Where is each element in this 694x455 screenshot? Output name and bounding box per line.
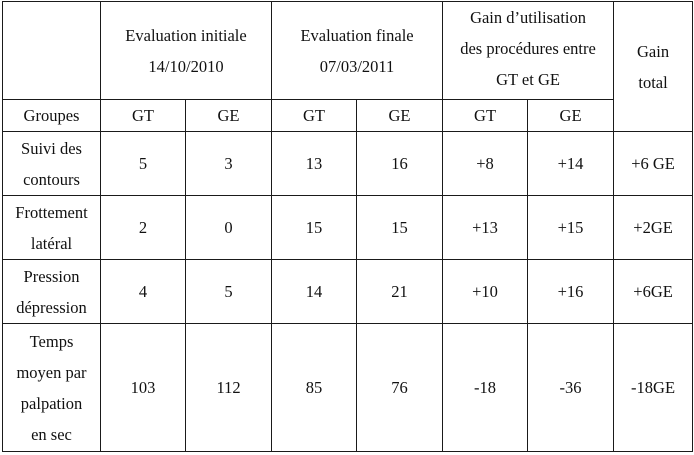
cell-gu-gt: +13 xyxy=(442,195,529,260)
header-row: Evaluation initiale 14/10/2010 Evaluatio… xyxy=(2,1,694,132)
subheader-ei-ge: GE xyxy=(184,99,273,132)
cell-ei-ge: 112 xyxy=(184,323,273,452)
table-row: Frottement latéral 2 0 15 15 +13 +15 +2G… xyxy=(2,195,694,260)
subheader-ei-gt: GT xyxy=(100,99,186,132)
cell-gu-ge: +14 xyxy=(527,131,615,196)
cell-ef-gt: 15 xyxy=(271,195,358,260)
header-evaluation-finale: Evaluation finale 07/03/2011 xyxy=(271,1,444,100)
cell-total: +2GE xyxy=(613,195,694,260)
subheader-ef-ge: GE xyxy=(356,99,444,132)
cell-gu-gt: -18 xyxy=(442,323,529,452)
cell-ei-gt: 2 xyxy=(100,195,186,260)
cell-total: -18GE xyxy=(613,323,694,452)
table-row: Suivi des contours 5 3 13 16 +8 +14 +6 G… xyxy=(2,131,694,196)
cell-gu-gt: +10 xyxy=(442,259,529,324)
cell-ei-gt: 4 xyxy=(100,259,186,324)
cell-total: +6GE xyxy=(613,259,694,324)
header-gain-utilisation: Gain d’utilisation des procédures entre … xyxy=(442,1,615,100)
cell-ei-gt: 103 xyxy=(100,323,186,452)
subheader-gu-ge: GE xyxy=(527,99,615,132)
cell-gu-gt: +8 xyxy=(442,131,529,196)
table-row: Pression dépression 4 5 14 21 +10 +16 +6… xyxy=(2,259,694,324)
cell-ei-ge: 3 xyxy=(184,131,273,196)
subheader-row: Groupes GT GE GT GE GT GE xyxy=(2,99,693,132)
row-label: Pression dépression xyxy=(2,259,101,324)
subheader-gu-gt: GT xyxy=(442,99,529,132)
corner-cell xyxy=(2,1,101,100)
table-row: Temps moyen par palpation en sec 103 112… xyxy=(2,323,694,452)
cell-ef-gt: 85 xyxy=(271,323,358,452)
cell-ef-gt: 14 xyxy=(271,259,358,324)
cell-ef-gt: 13 xyxy=(271,131,358,196)
cell-ei-ge: 0 xyxy=(184,195,273,260)
cell-gu-ge: +15 xyxy=(527,195,615,260)
row-label: Temps moyen par palpation en sec xyxy=(2,323,101,452)
subheader-ef-gt: GT xyxy=(271,99,358,132)
row-label: Frottement latéral xyxy=(2,195,101,260)
cell-ei-gt: 5 xyxy=(100,131,186,196)
cell-ef-ge: 76 xyxy=(356,323,444,452)
row-label: Suivi des contours xyxy=(2,131,101,196)
header-gain-total: Gain total xyxy=(613,1,694,132)
subheader-groupes: Groupes xyxy=(2,99,101,132)
header-evaluation-initiale: Evaluation initiale 14/10/2010 xyxy=(99,1,273,100)
cell-gu-ge: -36 xyxy=(527,323,615,452)
cell-ef-ge: 16 xyxy=(356,131,444,196)
cell-ef-ge: 15 xyxy=(356,195,444,260)
cell-total: +6 GE xyxy=(613,131,694,196)
cell-ei-ge: 5 xyxy=(184,259,273,324)
cell-ef-ge: 21 xyxy=(356,259,444,324)
cell-gu-ge: +16 xyxy=(527,259,615,324)
